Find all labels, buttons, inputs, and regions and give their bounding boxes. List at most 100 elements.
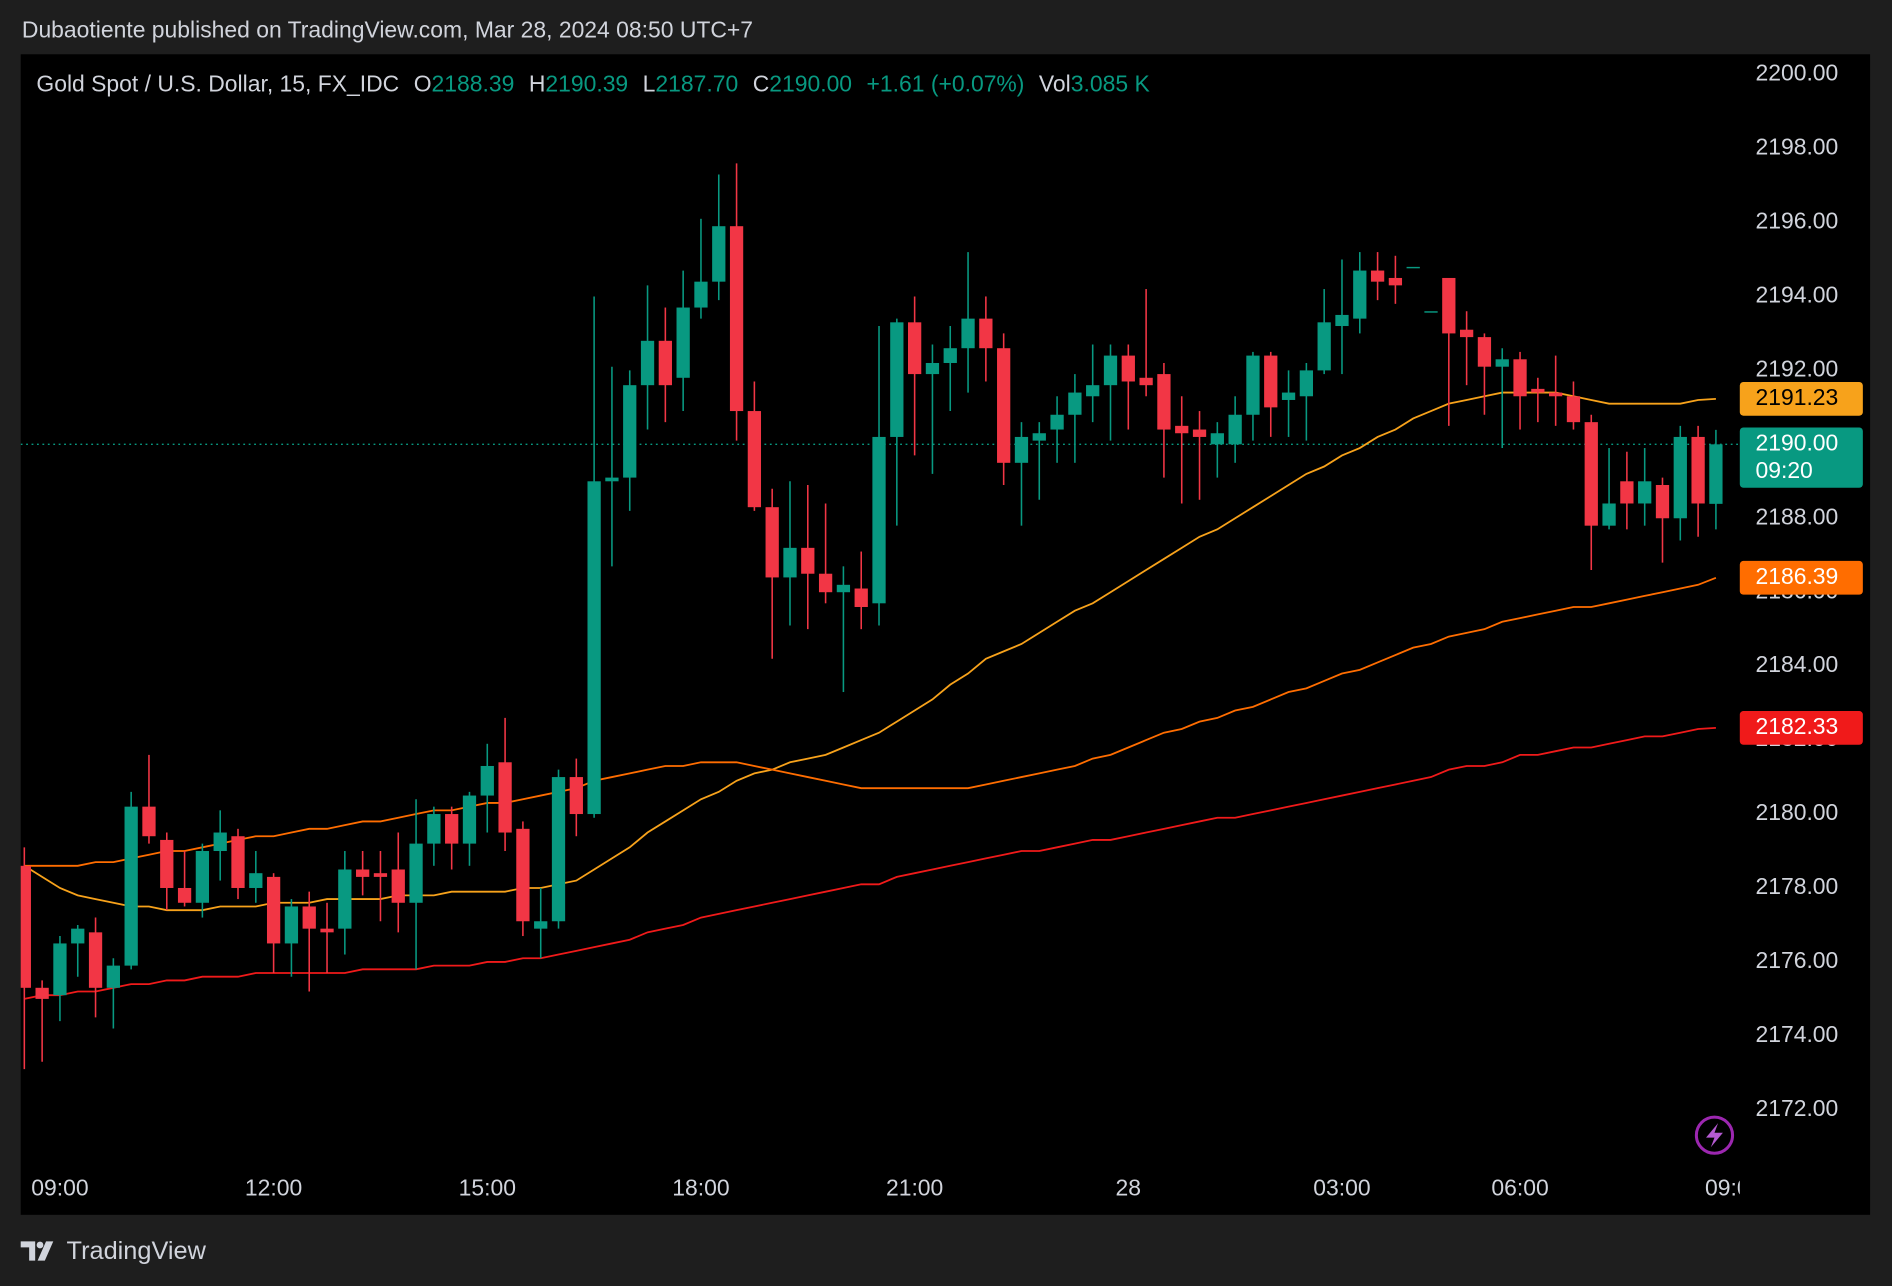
candle-body [71,928,85,944]
y-tick-label: 2178.00 [1755,873,1838,899]
candle-body [676,307,690,378]
candle-body [1050,414,1064,430]
x-tick-label: 09:00 [31,1175,88,1201]
candle-body [124,806,138,966]
x-axis: 09:00 12:00 15:00 18:00 21:00 28 03:00 06:00 09:… [31,1175,1762,1201]
y-tick-label: 2196.00 [1755,208,1838,234]
y-tick-label: 2188.00 [1755,503,1838,529]
candle-body [142,806,156,837]
candle-body [801,547,815,574]
ohlc-value: 2190.00 [769,71,852,97]
x-tick-label: 18:00 [672,1175,729,1201]
candle-body [694,281,708,308]
ohlc-value: 2188.39 [432,71,515,97]
x-tick-label: 03:00 [1313,1175,1370,1201]
candle-body [605,477,619,482]
candle-body [391,869,405,903]
candle-body [1353,270,1367,319]
volume-label: Vol [1039,71,1071,97]
y-tick-label: 2184.00 [1755,651,1838,677]
ohlc-label: H [529,71,546,97]
candle-body [1531,388,1545,393]
candle-body [1620,481,1634,504]
candle-body [961,318,975,349]
ohlc-label: O [414,71,432,97]
candle-body [1584,422,1598,526]
legend-header: Gold Spot / U.S. Dollar, 15, FX_IDC O2188… [36,71,1150,97]
change-value: +1.61 (+0.07%) [867,71,1025,97]
candle-body [516,828,530,922]
y-tick-label: 2180.00 [1755,799,1838,825]
price-label: 2186.39 [1755,563,1838,589]
candle-body [1086,385,1100,397]
candle-body [569,777,583,815]
moving-average-line [23,391,1716,912]
candle-body [1406,266,1420,269]
candle-body [907,322,922,375]
candle-body [1655,484,1670,519]
x-tick-label: 12:00 [245,1175,302,1201]
candle-body [587,481,601,815]
candle-body [1281,392,1296,400]
candle-body [712,226,726,282]
candle-body [427,814,441,844]
candle-body [1246,355,1260,415]
candle-body [35,987,49,999]
candle-body [1121,355,1135,382]
price-label-box [1739,711,1863,745]
candle-body [266,876,281,944]
candle-body [658,340,672,386]
candle-body [1566,396,1581,423]
candle-body [765,507,779,578]
candle-body [640,340,655,386]
y-tick-label: 2198.00 [1755,134,1838,160]
ohlc-label: L [643,71,656,97]
alert-icon[interactable] [1694,1115,1735,1155]
candle-body [1442,277,1456,334]
candle-body [1317,322,1331,371]
x-tick-label: 09:00 [1705,1175,1762,1201]
page-header: Dubaotiente published on TradingView.com… [22,16,753,42]
plot-area [20,163,1740,1070]
candle-body [1370,270,1385,282]
candle-body [890,322,904,437]
y-tick-label: 2172.00 [1755,1095,1838,1121]
ohlc-value: 2187.70 [655,71,738,97]
y-tick-label: 2200.00 [1755,60,1838,86]
candle-body [338,869,352,929]
candle-body [445,814,459,844]
candle-body [1032,433,1046,441]
y-tick-label: 2194.00 [1755,281,1838,307]
candle-body [1228,414,1242,445]
candle-body [836,584,851,593]
candle-body [373,873,388,877]
x-tick-label: 28 [1116,1175,1141,1201]
candle-body [1388,277,1403,286]
candle-body [213,832,227,852]
candle-body [1192,429,1207,437]
volume-value: 3.085 K [1071,71,1151,97]
candle-body [1549,392,1563,397]
candle-body [356,869,370,877]
candle-body [1264,355,1278,408]
candle-body [747,411,762,508]
candle-body [1459,329,1474,338]
candle-body [551,777,566,922]
candle-body [53,943,67,996]
ohlc-label: C [753,71,770,97]
x-tick-label: 21:00 [886,1175,943,1201]
y-tick-label: 2176.00 [1755,947,1838,973]
candle-body [88,932,103,988]
chart-panel [20,54,1871,1215]
price-label-box [1739,427,1863,488]
candle-body [106,965,120,988]
candle-body [925,362,940,375]
candle-body [160,839,174,888]
symbol-title: Gold Spot / U.S. Dollar, 15, FX_IDC [36,71,399,97]
candle-body [1513,359,1527,397]
candle-body [1691,436,1705,504]
candle-body [1103,355,1118,386]
price-label: 2191.23 [1755,384,1838,410]
candle-body [1299,370,1314,397]
